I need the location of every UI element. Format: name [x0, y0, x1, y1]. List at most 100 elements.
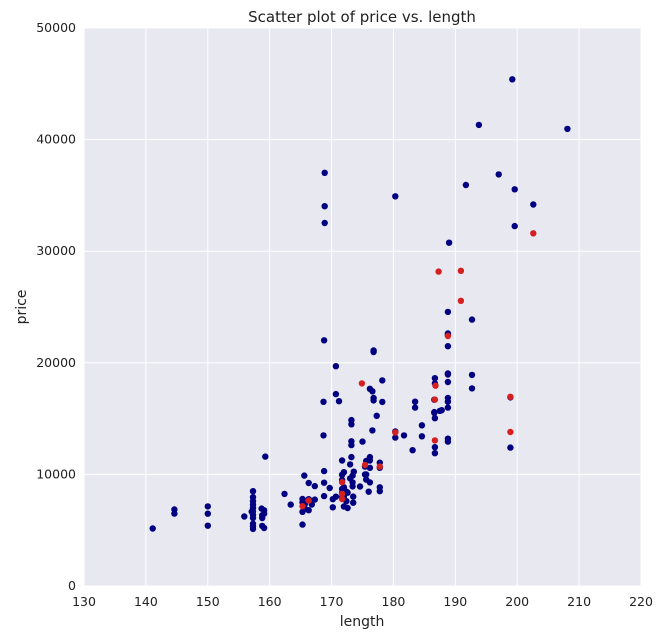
data-point [564, 125, 571, 133]
y-tick-label: 30000 [36, 243, 76, 258]
data-point [445, 239, 453, 246]
highlighted-data-point [361, 461, 369, 469]
data-point [329, 504, 336, 511]
data-point [241, 513, 248, 520]
x-tick-label: 150 [196, 594, 220, 609]
data-point [400, 432, 408, 439]
x-tick-label: 220 [629, 594, 653, 609]
highlighted-data-point [457, 297, 465, 304]
data-point [468, 316, 476, 323]
y-tick-label: 20000 [36, 355, 76, 370]
data-point [365, 488, 372, 495]
data-point [332, 390, 340, 398]
data-point [350, 499, 357, 506]
data-point [495, 171, 502, 178]
y-tick-label: 50000 [36, 20, 76, 35]
data-point [418, 422, 426, 429]
data-point [260, 524, 268, 532]
highlighted-data-point [432, 382, 439, 389]
data-point [444, 343, 452, 350]
data-point [376, 488, 383, 495]
data-point [350, 468, 357, 475]
data-point [431, 415, 439, 422]
data-point [379, 377, 386, 384]
data-point [356, 483, 364, 490]
data-point [305, 507, 312, 514]
data-point [332, 363, 340, 370]
highlighted-data-point [338, 495, 346, 503]
x-tick-label: 130 [72, 594, 96, 609]
data-point [320, 432, 327, 439]
data-point [369, 427, 376, 434]
chart-title: Scatter plot of price vs. length [248, 8, 476, 26]
data-point [370, 394, 377, 402]
highlighted-data-point [299, 503, 306, 510]
data-point [411, 404, 419, 411]
highlighted-data-point [305, 497, 312, 504]
y-tick-labels: 0 10000 20000 30000 40000 50000 [36, 20, 76, 593]
data-point [338, 457, 346, 464]
data-point [301, 472, 308, 479]
data-point [287, 501, 294, 508]
highlighted-data-point [338, 490, 346, 498]
data-point [418, 433, 426, 440]
data-point [320, 492, 328, 500]
data-point [444, 404, 452, 411]
data-point [344, 504, 351, 512]
x-tick-labels: 130 140 150 160 170 180 190 200 210 220 [72, 594, 653, 609]
data-point [349, 483, 356, 490]
data-point [249, 514, 257, 522]
x-tick-label: 200 [505, 594, 529, 609]
highlighted-data-point [444, 332, 452, 340]
data-point [507, 444, 514, 451]
x-tick-label: 190 [443, 594, 467, 609]
y-tick-label: 0 [68, 578, 76, 593]
data-point [305, 479, 312, 487]
data-point [204, 522, 211, 529]
data-point [311, 496, 318, 503]
data-point [332, 493, 340, 500]
data-point [344, 489, 351, 496]
data-point [409, 447, 416, 454]
data-point [262, 453, 269, 460]
data-point [511, 222, 518, 230]
data-point [321, 219, 328, 227]
y-tick-label: 40000 [36, 132, 76, 147]
highlighted-data-point [376, 463, 383, 470]
data-point [281, 490, 288, 498]
x-tick-label: 160 [258, 594, 282, 609]
data-point [321, 203, 328, 210]
x-tick-label: 210 [567, 594, 591, 609]
highlighted-data-point [392, 429, 399, 436]
data-point [348, 453, 355, 461]
data-point [509, 76, 516, 83]
y-axis-label: price [14, 290, 30, 325]
data-points [149, 76, 571, 533]
y-tick-label: 10000 [36, 466, 76, 481]
x-tick-label: 180 [382, 594, 406, 609]
highlighted-data-point [431, 396, 439, 403]
data-point [475, 121, 483, 129]
data-point [468, 371, 476, 379]
plot-area [84, 28, 641, 586]
data-point [335, 398, 343, 405]
data-point [359, 438, 366, 445]
data-point [326, 484, 333, 492]
data-point [299, 521, 306, 528]
data-point [366, 479, 374, 486]
data-point [249, 525, 257, 533]
data-point [431, 408, 438, 416]
data-point [431, 450, 439, 457]
data-point [379, 398, 386, 406]
highlighted-data-point [431, 437, 439, 444]
data-point [321, 169, 328, 176]
data-point [392, 193, 399, 200]
data-point [444, 438, 452, 445]
data-point [444, 378, 452, 386]
data-point [366, 453, 374, 461]
data-point [340, 469, 348, 476]
highlighted-data-point [507, 428, 514, 436]
data-point [444, 394, 452, 402]
data-point [346, 461, 354, 468]
